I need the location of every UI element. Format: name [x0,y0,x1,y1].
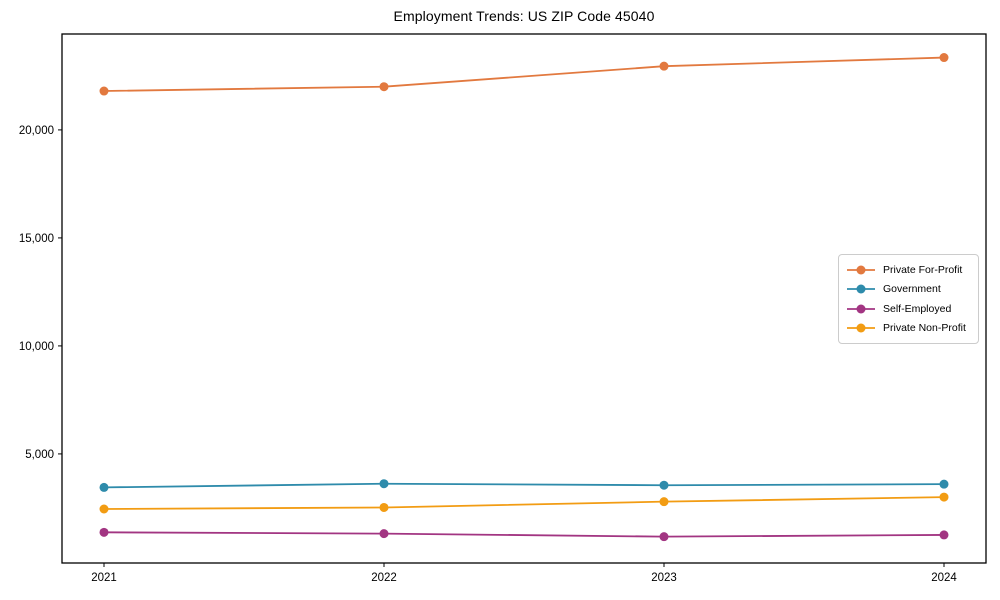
series-line-private-for-profit [103,56,945,92]
data-point-private-non-profit [99,504,109,514]
legend-item-private-for-profit: Private For-Profit [846,260,971,280]
legend-item-label: Government [883,283,941,296]
legend-item-government: Government [846,280,971,300]
data-point-private-for-profit [379,82,389,92]
legend-item-private-non-profit: Private Non-Profit [846,319,971,339]
data-point-government [99,482,109,492]
data-point-private-non-profit [659,497,669,507]
data-point-private-for-profit [99,86,109,96]
legend: Private For-Profit Government Self-Employe… [838,254,979,344]
plot-border [61,33,987,564]
data-point-private-non-profit [379,502,389,512]
legend-marker-icon [847,304,875,314]
y-tick-label: 10,000 [19,341,54,353]
x-tick-label: 2021 [91,572,117,584]
data-point-private-non-profit [939,492,949,502]
legend-dot [856,265,866,275]
series-line-self-employed [103,531,945,538]
legend-item-label: Self-Employed [883,302,952,315]
legend-dot [856,284,866,294]
series-line-government [103,482,945,489]
x-tick-label: 2023 [651,572,677,584]
data-point-self-employed [659,532,669,542]
data-point-self-employed [379,529,389,539]
legend-dot [856,304,866,314]
data-point-government [939,479,949,489]
x-tick-label: 2022 [371,572,397,584]
y-tick-label: 15,000 [19,233,54,245]
legend-marker-icon [847,265,875,275]
data-point-self-employed [99,527,109,537]
y-tick-label: 20,000 [19,125,54,137]
data-point-private-for-profit [939,53,949,63]
data-point-government [379,479,389,489]
legend-item-label: Private For-Profit [883,263,963,276]
legend-dot [856,323,866,333]
chart-title: Employment Trends: US ZIP Code 45040 [393,8,655,24]
legend-item-self-employed: Self-Employed [846,299,971,319]
y-tick-label: 5,000 [25,449,54,461]
data-point-government [659,480,669,490]
data-point-self-employed [939,530,949,540]
series-line-private-non-profit [103,496,945,510]
legend-item-label: Private Non-Profit [883,322,966,335]
data-point-private-for-profit [659,61,669,71]
x-tick-label: 2024 [931,572,957,584]
legend-marker-icon [847,323,875,333]
legend-marker-icon [847,284,875,294]
